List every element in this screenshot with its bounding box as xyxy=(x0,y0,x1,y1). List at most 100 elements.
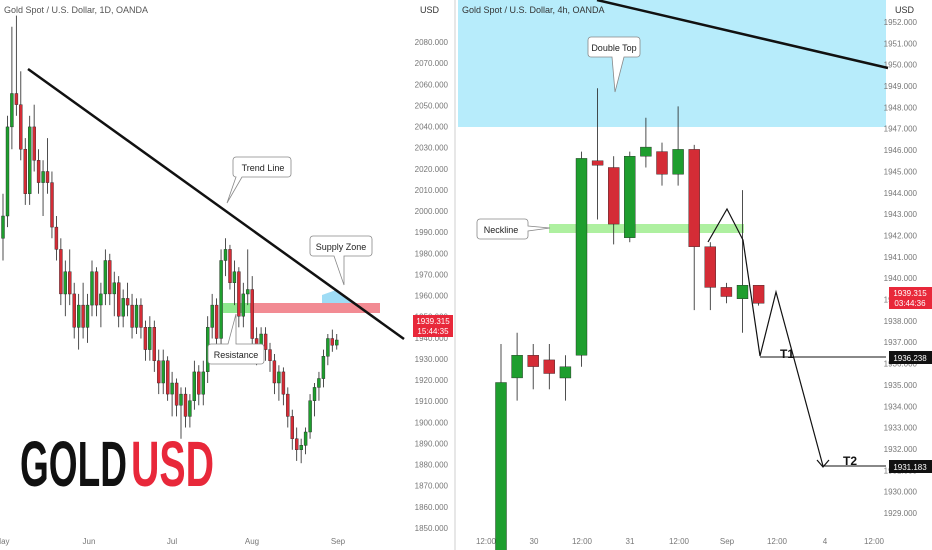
right-y-tick-label: 1935.000 xyxy=(884,381,918,390)
left-y-tick-label: 1990.000 xyxy=(415,228,449,237)
right-y-tick-label: 1942.000 xyxy=(884,232,918,241)
candle-body xyxy=(14,93,19,105)
candle-body xyxy=(45,171,50,183)
left-x-tick-label: Jul xyxy=(167,537,177,546)
candle-body xyxy=(624,155,636,238)
candle-body xyxy=(170,382,174,395)
candle-body xyxy=(335,339,339,346)
candle-body xyxy=(161,360,165,384)
candle-body xyxy=(736,285,749,300)
left-y-tick-label: 2080.000 xyxy=(415,38,449,47)
candle-body xyxy=(148,327,152,350)
left-x-tick-label: Sep xyxy=(331,537,346,546)
candle-body xyxy=(130,304,134,328)
candle-body xyxy=(303,431,308,446)
right-chart-title: Gold Spot / U.S. Dollar, 4h, OANDA xyxy=(462,5,605,15)
candle-body xyxy=(272,360,277,384)
target2-price-value: 1931.183 xyxy=(893,463,927,472)
resistance-label: Resistance xyxy=(214,350,259,360)
right-y-tick-label: 1945.000 xyxy=(884,167,918,176)
right-chart-panel: Gold Spot / U.S. Dollar, 4h, OANDA USD 1… xyxy=(458,0,932,550)
candle-body xyxy=(210,304,214,328)
candle-body xyxy=(165,360,170,395)
double-top-label: Double Top xyxy=(591,43,636,53)
candle-body xyxy=(237,271,241,317)
right-y-tick-label: 1950.000 xyxy=(884,61,918,70)
candle-body xyxy=(121,298,125,317)
candle-body xyxy=(108,260,112,295)
brand-gold-text: GOLD xyxy=(20,428,127,500)
candle-body xyxy=(143,327,148,350)
supply-zone-highlight xyxy=(322,290,352,303)
right-y-tick-label: 1951.000 xyxy=(884,39,918,48)
neckline-zone xyxy=(549,224,744,233)
right-price-tag: 1939.315 03:44:36 xyxy=(889,287,932,309)
left-y-tick-label: 1910.000 xyxy=(415,397,449,406)
candle-body xyxy=(72,293,76,328)
left-y-tick-label: 1920.000 xyxy=(415,376,449,385)
candle-body xyxy=(495,382,507,550)
candle-body xyxy=(308,400,312,433)
trend-line xyxy=(27,67,405,341)
left-x-tick-label: Jun xyxy=(83,537,96,546)
right-y-tick-label: 1929.000 xyxy=(884,509,918,518)
right-y-tick-label: 1932.000 xyxy=(884,445,918,454)
candle-body xyxy=(281,371,286,395)
right-price-axis: 1952.000 1951.000 1950.000 1949.000 1948.000… xyxy=(884,18,918,518)
candle-body xyxy=(608,167,620,225)
left-y-tick-label: 1900.000 xyxy=(415,418,449,427)
right-trend-line xyxy=(596,0,889,70)
candle-body xyxy=(326,338,330,357)
left-time-axis: May Jun Jul Aug Sep xyxy=(0,537,346,546)
left-y-tick-label: 1880.000 xyxy=(415,461,449,470)
left-countdown: 15:44:35 xyxy=(417,327,449,336)
left-chart-title: Gold Spot / U.S. Dollar, 1D, OANDA xyxy=(4,5,148,15)
candle-body xyxy=(139,304,143,328)
right-x-tick-label: 31 xyxy=(626,537,635,546)
projection-path xyxy=(707,207,824,467)
candle-body xyxy=(32,126,36,161)
candle-body xyxy=(152,327,157,361)
right-x-tick-label: 12:00 xyxy=(864,537,885,546)
candle-body xyxy=(63,271,67,295)
left-price-axis: 2080.000 2070.000 2060.000 2050.000 2040.000… xyxy=(415,38,449,533)
candle-body xyxy=(201,371,206,395)
right-y-tick-label: 1941.000 xyxy=(884,253,918,262)
candle-body xyxy=(157,360,161,384)
right-y-tick-label: 1952.000 xyxy=(884,18,918,27)
double-top-callout: Double Top xyxy=(587,36,641,93)
candle-body xyxy=(219,260,223,339)
right-supply-zone xyxy=(458,0,886,127)
candle-body xyxy=(36,160,41,183)
candle-body xyxy=(704,246,716,288)
right-y-tick-label: 1940.000 xyxy=(884,274,918,283)
left-y-tick-label: 2030.000 xyxy=(415,144,449,153)
candle-body xyxy=(214,304,219,339)
target1-label: T1 xyxy=(780,347,794,361)
candle-body xyxy=(232,271,237,284)
left-y-tick-label: 1850.000 xyxy=(415,524,449,533)
candle-body xyxy=(28,126,32,194)
right-y-tick-label: 1944.000 xyxy=(884,189,918,198)
candle-body xyxy=(81,304,85,328)
candle-body xyxy=(299,445,303,450)
candle-body xyxy=(68,271,72,295)
right-y-tick-label: 1937.000 xyxy=(884,338,918,347)
candle-body xyxy=(188,400,192,417)
neckline-label: Neckline xyxy=(484,225,519,235)
right-y-tick-label: 1934.000 xyxy=(884,402,918,411)
candle-body xyxy=(192,371,197,401)
candle-body xyxy=(752,285,765,304)
resistance-callout: Resistance xyxy=(207,313,265,365)
candle-body xyxy=(10,93,14,128)
supply-zone-label: Supply Zone xyxy=(316,242,367,252)
left-y-tick-label: 1970.000 xyxy=(415,270,449,279)
candle-body xyxy=(640,146,652,157)
candle-body xyxy=(54,226,59,250)
right-y-tick-label: 1949.000 xyxy=(884,82,918,91)
left-y-tick-label: 2070.000 xyxy=(415,59,449,68)
right-y-tick-label: 1938.000 xyxy=(884,317,918,326)
candle-body xyxy=(543,359,555,374)
left-price-value: 1939.315 xyxy=(416,317,450,326)
left-y-tick-label: 2000.000 xyxy=(415,207,449,216)
